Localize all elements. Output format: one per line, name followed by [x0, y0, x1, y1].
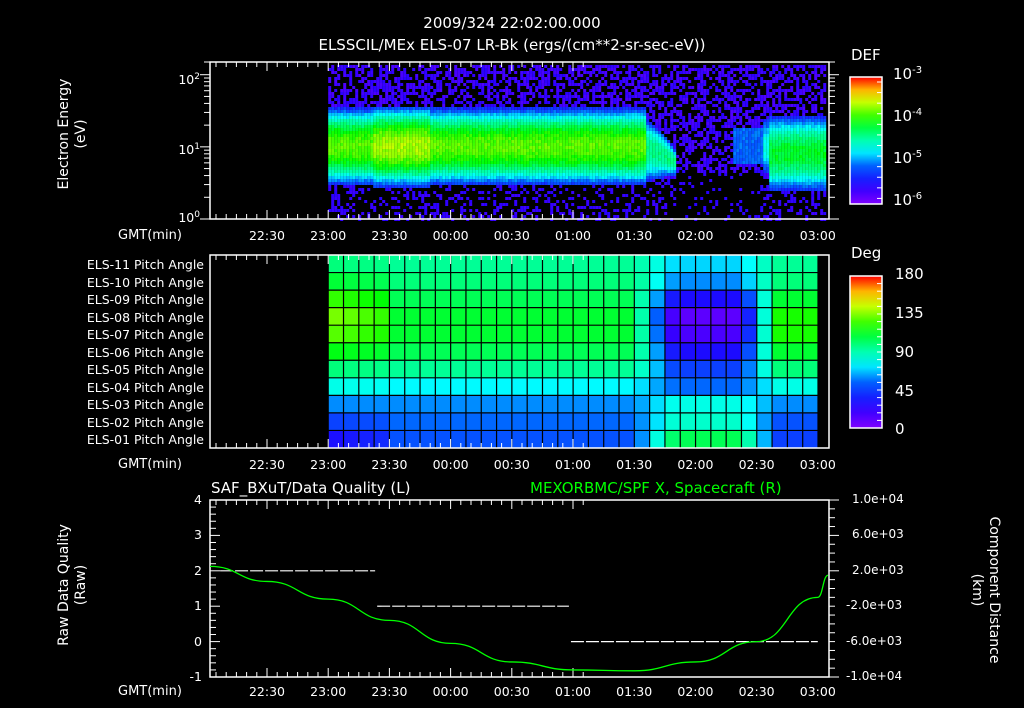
pitch-angle-row-label: ELS-07 Pitch Angle — [86, 327, 204, 343]
time-tick-label: 02:30 — [738, 684, 775, 699]
time-tick-label: 01:30 — [616, 684, 653, 699]
time-tick-label: 02:00 — [677, 684, 714, 699]
deg-colorbar-title: Deg — [851, 244, 882, 262]
time-tick-label: 01:30 — [616, 457, 653, 472]
pitch-angle-row-label: ELS-11 Pitch Angle — [86, 257, 204, 272]
panel3-title-right: MEXORBMC/SPF X, Spacecraft (R) — [530, 479, 782, 497]
right-ytick-label: 1.0e+04 — [852, 492, 904, 506]
pitch-angle-row-label: ELS-09 Pitch Angle — [86, 292, 204, 308]
def-label-1e-5: 10-5 — [893, 149, 923, 167]
panel3-ylabel-left-line2: (Raw) — [73, 564, 89, 606]
time-tick-label: 23:00 — [310, 228, 347, 243]
time-tick-label: 00:00 — [432, 684, 469, 699]
plot-subtitle: ELSSCIL/MEx ELS-07 LR-Bk (ergs/(cm**2-sr… — [318, 36, 706, 54]
left-ytick-label: 2 — [194, 562, 202, 578]
panel3-ylabel-right: Component Distance (km) — [968, 504, 1002, 676]
time-tick-label: 00:30 — [493, 228, 530, 243]
left-ytick-label: 0 — [194, 633, 202, 649]
panel1-ylabel-line1: Electron Energy — [56, 78, 72, 190]
panel1-ytick-1: 100 — [178, 210, 200, 226]
panel3-xaxis-label: GMT(min) — [118, 684, 182, 699]
left-ytick-label: -1 — [189, 669, 202, 684]
time-tick-label: 00:00 — [432, 457, 469, 472]
time-tick-label: 02:00 — [677, 457, 714, 472]
time-tick-label: 01:00 — [554, 684, 592, 699]
right-ytick-label: 2.0e+03 — [852, 562, 904, 577]
time-tick-label: 02:00 — [677, 228, 714, 243]
time-tick-label: 22:30 — [248, 684, 286, 699]
pitch-angle-row-label: ELS-01 Pitch Angle — [86, 432, 204, 448]
plot-datetime: 2009/324 22:02:00.000 — [423, 14, 601, 32]
left-ytick-label: 4 — [194, 492, 202, 507]
pitch-angle-row-label: ELS-10 Pitch Angle — [86, 274, 204, 290]
right-ytick-label: -6.0e+03 — [846, 633, 903, 648]
time-tick-label: 01:30 — [616, 228, 653, 243]
deg-label-0: 0 — [895, 420, 905, 438]
time-tick-label: 03:00 — [799, 684, 836, 699]
pitch-angle-row-label: ELS-03 Pitch Angle — [86, 397, 204, 413]
time-tick-label: 23:30 — [371, 457, 408, 472]
panel3-ylabel-right-line2: (km) — [969, 573, 985, 607]
time-tick-label: 02:30 — [738, 457, 775, 472]
deg-label-45: 45 — [895, 382, 915, 400]
right-ytick-label: -1.0e+04 — [846, 669, 903, 683]
deg-label-135: 135 — [895, 304, 924, 322]
right-ytick-label: 6.0e+03 — [852, 527, 904, 542]
time-tick-label: 00:30 — [493, 684, 530, 699]
panel1-xaxis-label: GMT(min) — [118, 228, 182, 243]
pitch-angle-row-label: ELS-08 Pitch Angle — [86, 309, 204, 325]
time-tick-label: 00:00 — [432, 228, 469, 243]
pitch-angle-row-label: ELS-02 Pitch Angle — [86, 414, 204, 430]
left-ytick-label: 3 — [194, 527, 202, 543]
time-tick-label: 22:30 — [248, 457, 286, 472]
panel1-ylabel-line2: (eV) — [73, 119, 89, 149]
panel2-xaxis-label: GMT(min) — [118, 457, 182, 472]
panel3-ylabel-left: Raw Data Quality (Raw) — [56, 510, 90, 660]
pitch-angle-row-label: ELS-06 Pitch Angle — [86, 344, 204, 360]
time-tick-label: 03:00 — [799, 457, 836, 472]
panel3-title-left: SAF_BXuT/Data Quality (L) — [211, 479, 411, 497]
time-tick-label: 23:00 — [310, 684, 347, 699]
deg-label-90: 90 — [895, 343, 915, 361]
time-tick-label: 01:00 — [554, 228, 592, 243]
left-ytick-label: 1 — [194, 598, 202, 614]
time-tick-label: 01:00 — [554, 457, 592, 472]
panel1-ylabel: Electron Energy (eV) — [56, 64, 90, 204]
time-tick-label: 23:30 — [371, 684, 408, 699]
pitch-angle-row-label: ELS-04 Pitch Angle — [86, 379, 204, 395]
time-tick-label: 23:00 — [310, 457, 347, 472]
time-tick-label: 22:30 — [248, 228, 286, 243]
def-label-1e-3: 10-3 — [893, 65, 923, 83]
panel3-ylabel-left-line1: Raw Data Quality — [56, 524, 72, 646]
panel1-ytick-100: 102 — [178, 72, 200, 88]
time-tick-label: 03:00 — [799, 228, 836, 243]
time-tick-label: 02:30 — [738, 228, 775, 243]
panel1-ytick-10: 101 — [178, 142, 200, 158]
pitch-angle-row-label: ELS-05 Pitch Angle — [86, 362, 204, 378]
panel3-ylabel-right-line1: Component Distance — [986, 516, 1002, 664]
def-label-1e-6: 10-6 — [893, 191, 923, 209]
def-label-1e-4: 10-4 — [893, 107, 923, 125]
time-tick-label: 23:30 — [371, 228, 408, 243]
deg-label-180: 180 — [895, 265, 924, 283]
def-colorbar-title: DEF — [851, 46, 881, 64]
time-tick-label: 00:30 — [493, 457, 530, 472]
right-ytick-label: -2.0e+03 — [846, 598, 903, 613]
